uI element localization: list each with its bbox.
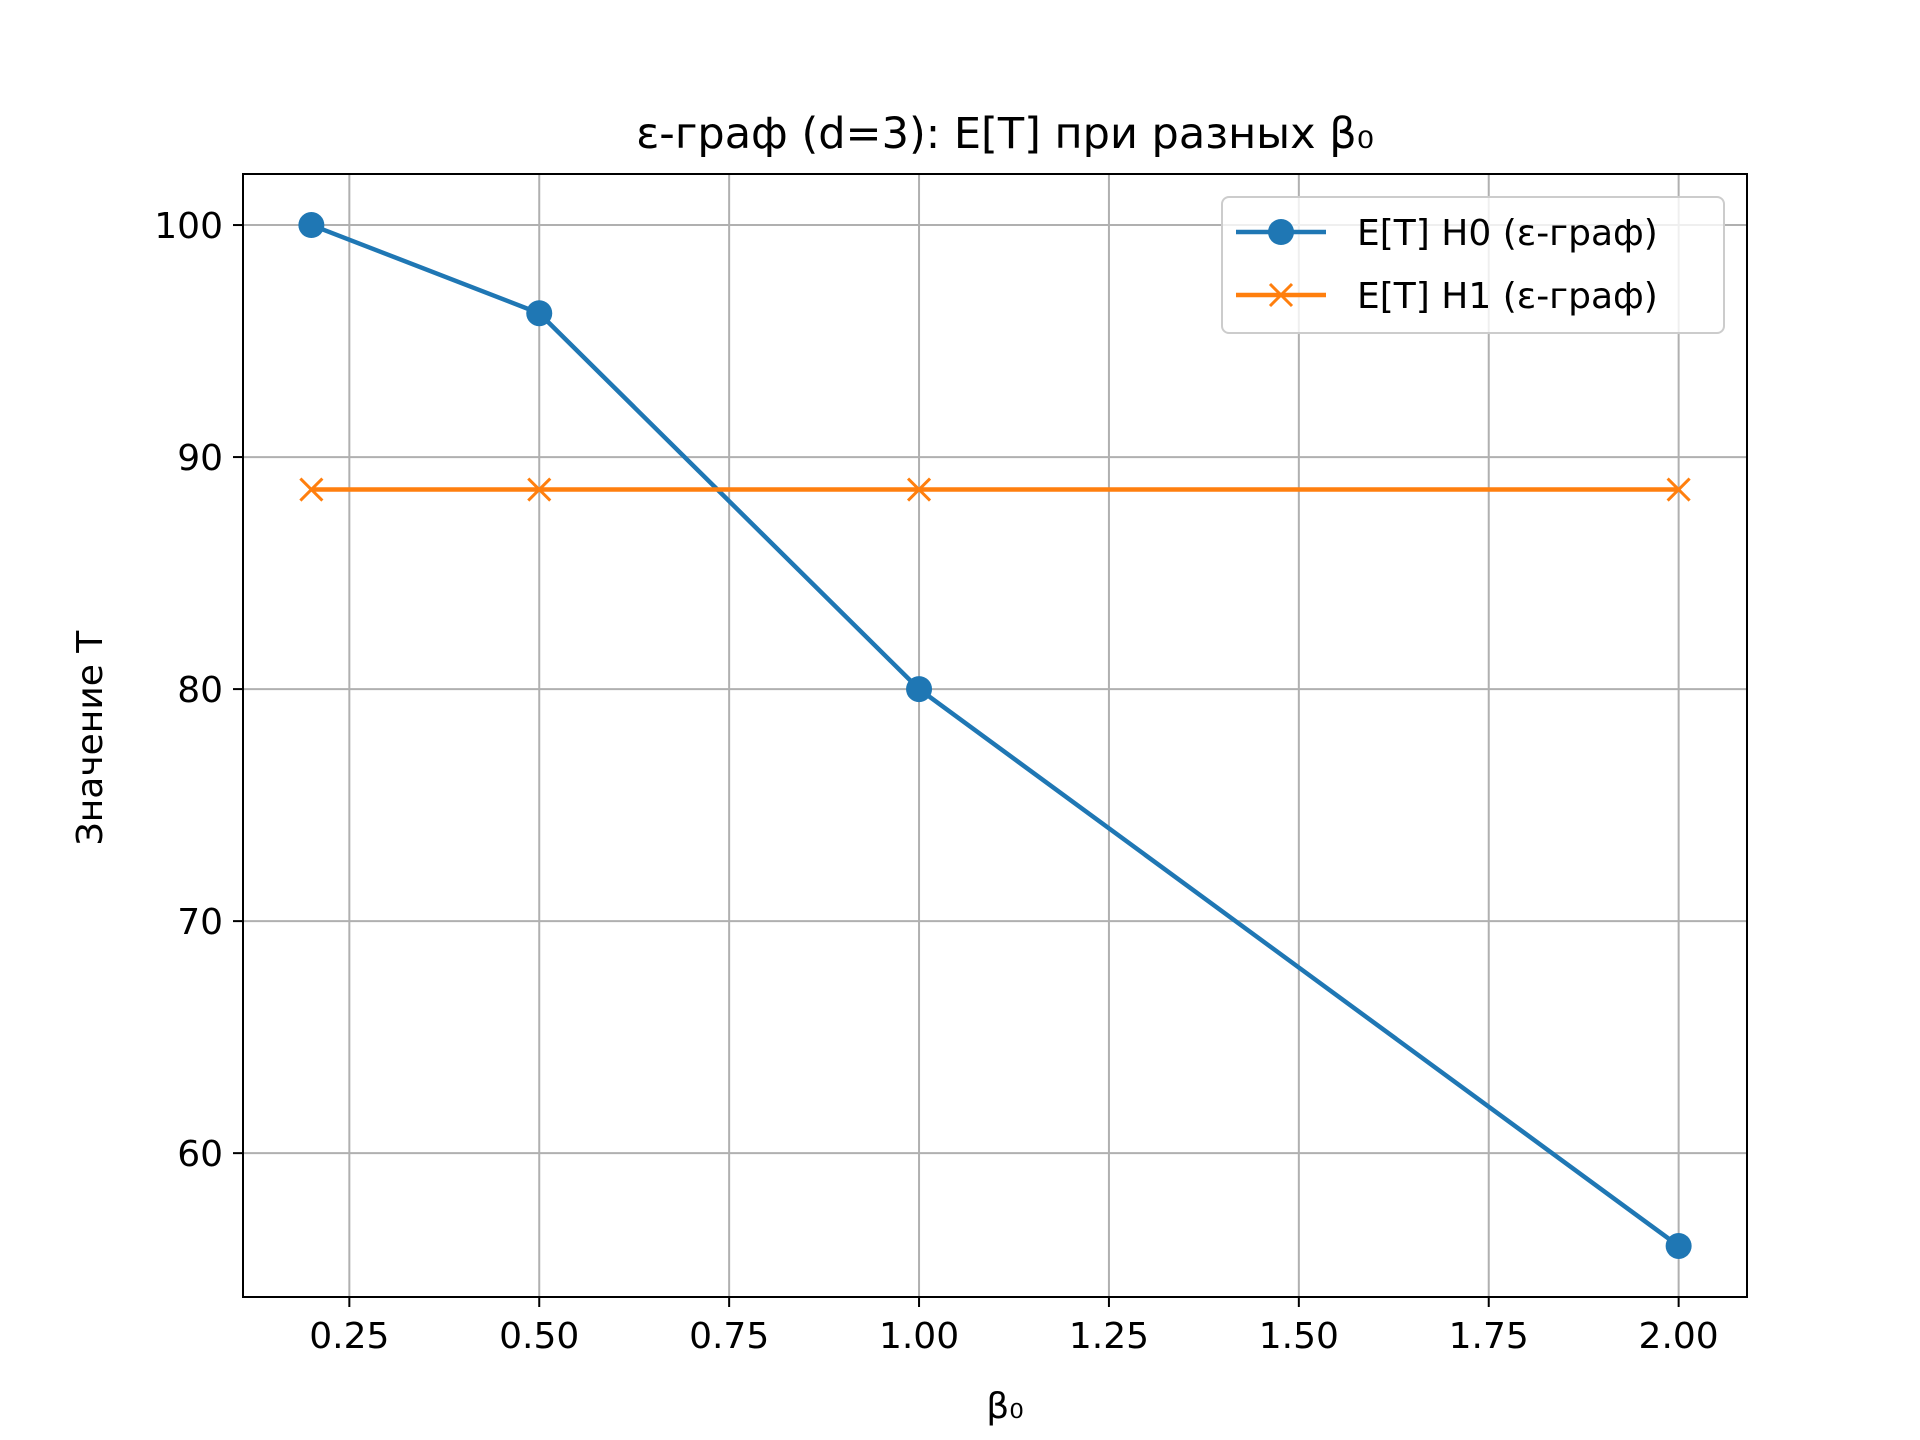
data-point [1666,477,1691,502]
marker-stroke [906,477,932,502]
y-tick-label: 90 [177,438,223,479]
legend-item: E[T] H1 (ε-граф) [1236,276,1658,317]
legend-frame [1221,196,1725,334]
series-1 [299,477,1691,502]
y-axis-ticks: 60 70 80 90 100 [154,206,243,1175]
data-point [906,676,933,703]
y-tick-label: 80 [177,670,223,711]
plot-frame [242,173,1748,1298]
x-tick-label: 1.25 [1069,1316,1149,1357]
legend: E[T] H0 (ε-граф) E[T] H1 (ε-граф) [1221,196,1725,334]
data-point [1665,1232,1692,1259]
y-tick-label: 60 [177,1134,223,1175]
x-axis-label: β₀ [986,1386,1023,1427]
x-tick-label: 2.00 [1639,1316,1719,1357]
data-point [298,212,325,239]
y-axis-label: Значение T [70,630,111,846]
legend-marker [1268,282,1294,308]
x-tick-label: 1.00 [879,1316,959,1357]
marker-stroke [1268,282,1294,308]
marker-stroke [1666,477,1691,502]
chart-title: ε-граф (d=3): E[T] при разных β₀ [636,109,1374,159]
data-point [526,300,553,327]
series-layer [298,212,1692,1259]
data-point [906,477,932,502]
legend-marker [1268,219,1294,245]
x-tick-label: 0.75 [689,1316,769,1357]
legend-item: E[T] H0 (ε-граф) [1236,213,1658,254]
x-tick-label: 1.50 [1259,1316,1339,1357]
marker-stroke [527,477,552,502]
data-point [527,477,552,502]
series-0 [298,212,1692,1259]
y-tick-label: 70 [177,902,223,943]
legend-label: E[T] H0 (ε-граф) [1357,213,1658,254]
marker-stroke [299,477,324,502]
series-line [310,222,1680,1248]
y-tick-label: 100 [154,206,223,247]
x-tick-label: 1.75 [1449,1316,1529,1357]
data-point [299,477,324,502]
legend-label: E[T] H1 (ε-граф) [1357,276,1658,317]
x-tick-label: 0.50 [499,1316,579,1357]
x-tick-label: 0.25 [309,1316,389,1357]
x-axis-ticks: 0.25 0.50 0.75 1.00 1.25 1.50 1.75 2.00 [309,1297,1719,1357]
